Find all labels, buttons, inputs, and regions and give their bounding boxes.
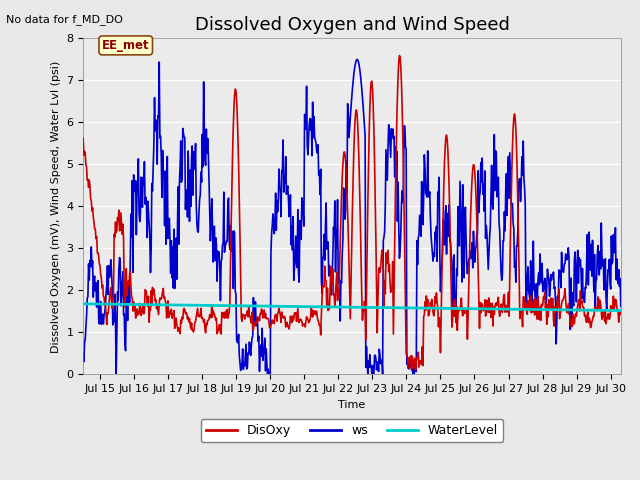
Y-axis label: Dissolved Oxygen (mV), Wind Speed, Water Lvl (psi): Dissolved Oxygen (mV), Wind Speed, Water… bbox=[51, 60, 61, 352]
Text: No data for f_MD_DO: No data for f_MD_DO bbox=[6, 14, 124, 25]
Title: Dissolved Oxygen and Wind Speed: Dissolved Oxygen and Wind Speed bbox=[195, 16, 509, 34]
X-axis label: Time: Time bbox=[339, 400, 365, 409]
Legend: DisOxy, ws, WaterLevel: DisOxy, ws, WaterLevel bbox=[201, 419, 503, 442]
Text: EE_met: EE_met bbox=[102, 39, 150, 52]
